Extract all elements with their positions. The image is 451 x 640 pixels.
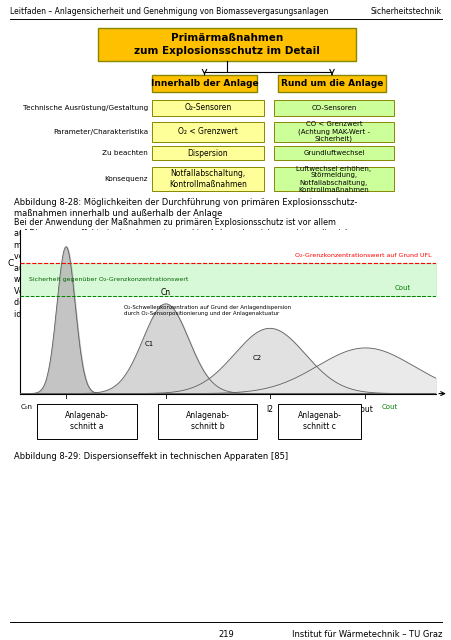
Text: Innerhalb der Anlage: Innerhalb der Anlage — [150, 79, 258, 88]
FancyBboxPatch shape — [152, 100, 263, 116]
Text: CO < Grenzwert
(Achtung MAK-Wert -
Sicherheit): CO < Grenzwert (Achtung MAK-Wert - Siche… — [297, 122, 369, 143]
Text: Institut für Wärmetechnik – TU Graz: Institut für Wärmetechnik – TU Graz — [291, 630, 441, 639]
FancyBboxPatch shape — [273, 122, 393, 142]
FancyBboxPatch shape — [152, 167, 263, 191]
FancyBboxPatch shape — [152, 146, 263, 160]
Text: Sicherheitstechnik: Sicherheitstechnik — [370, 8, 441, 17]
Text: Sicherheit gegenüber O₂-Grenzkonzentrationswert: Sicherheit gegenüber O₂-Grenzkonzentrati… — [28, 277, 188, 282]
Text: Abbildung 8-29: Dispersionseffekt in technischen Apparaten [85]: Abbildung 8-29: Dispersionseffekt in tec… — [14, 452, 287, 461]
Text: O₂-Sensoren: O₂-Sensoren — [184, 104, 231, 113]
Text: C1: C1 — [144, 341, 153, 348]
Text: Iout: Iout — [357, 405, 372, 414]
Text: O₂-Grenzkonzentrationswert auf Grund UFL: O₂-Grenzkonzentrationswert auf Grund UFL — [295, 253, 431, 258]
Text: C: C — [8, 259, 14, 268]
FancyBboxPatch shape — [152, 75, 257, 92]
Text: I1: I1 — [162, 405, 169, 414]
Text: Bei der Anwendung der Maßnahmen zu primären Explosionsschutz ist vor allem
auf D: Bei der Anwendung der Maßnahmen zu primä… — [14, 218, 356, 319]
FancyBboxPatch shape — [157, 404, 257, 439]
Text: Anlagenab-
schnitt b: Anlagenab- schnitt b — [185, 412, 229, 431]
Text: Konsequenz: Konsequenz — [104, 176, 147, 182]
FancyBboxPatch shape — [37, 404, 137, 439]
Text: Notfallabschaltung,
Kontrollmaßnahmen: Notfallabschaltung, Kontrollmaßnahmen — [169, 170, 246, 189]
Text: Parameter/Charakteristika: Parameter/Charakteristika — [53, 129, 147, 135]
Text: Anlagenab-
schnitt a: Anlagenab- schnitt a — [65, 412, 109, 431]
Text: Dispersion: Dispersion — [187, 148, 228, 157]
Text: Cout: Cout — [381, 404, 397, 410]
Text: Rund um die Anlage: Rund um die Anlage — [280, 79, 382, 88]
Text: Zu beachten: Zu beachten — [102, 150, 147, 156]
Text: Abbildung 8-28: Möglichkeiten der Durchführung von primären Explosionsschutz-
ma: Abbildung 8-28: Möglichkeiten der Durchf… — [14, 198, 357, 218]
Text: Grundluftwechsel: Grundluftwechsel — [303, 150, 364, 156]
Text: O₂ < Grenzwert: O₂ < Grenzwert — [178, 127, 237, 136]
FancyBboxPatch shape — [277, 404, 360, 439]
FancyBboxPatch shape — [277, 75, 385, 92]
Text: Anlagenab-
schnitt c: Anlagenab- schnitt c — [297, 412, 341, 431]
Text: Luftwechsel erhöhen,
Störmeldung,
Notfallabschaltung,
Kontrollmaßnahmen: Luftwechsel erhöhen, Störmeldung, Notfal… — [296, 166, 371, 193]
Text: Primärmaßnahmen
zum Explosionsschutz im Detail: Primärmaßnahmen zum Explosionsschutz im … — [134, 33, 319, 56]
Text: C2: C2 — [252, 355, 261, 361]
Text: O₂-Schwellenkonzentration auf Grund der Anlagendispersion
durch O₂-Sensorpositio: O₂-Schwellenkonzentration auf Grund der … — [124, 305, 291, 316]
FancyBboxPatch shape — [152, 122, 263, 142]
Text: C₀n: C₀n — [20, 404, 32, 410]
Text: Technische Ausrüstung/Gestaltung: Technische Ausrüstung/Gestaltung — [23, 105, 147, 111]
Text: In: In — [62, 405, 69, 414]
Text: Leitfaden – Anlagensicherheit und Genehmigung von Biomassevergasungsanlagen: Leitfaden – Anlagensicherheit und Genehm… — [10, 8, 327, 17]
Text: I2: I2 — [266, 405, 273, 414]
FancyBboxPatch shape — [273, 100, 393, 116]
Text: 219: 219 — [218, 630, 233, 639]
FancyBboxPatch shape — [273, 167, 393, 191]
FancyBboxPatch shape — [98, 28, 355, 61]
FancyBboxPatch shape — [273, 146, 393, 160]
Text: CO-Sensoren: CO-Sensoren — [311, 105, 356, 111]
Text: Cout: Cout — [394, 285, 410, 291]
Text: Cn: Cn — [161, 288, 170, 298]
